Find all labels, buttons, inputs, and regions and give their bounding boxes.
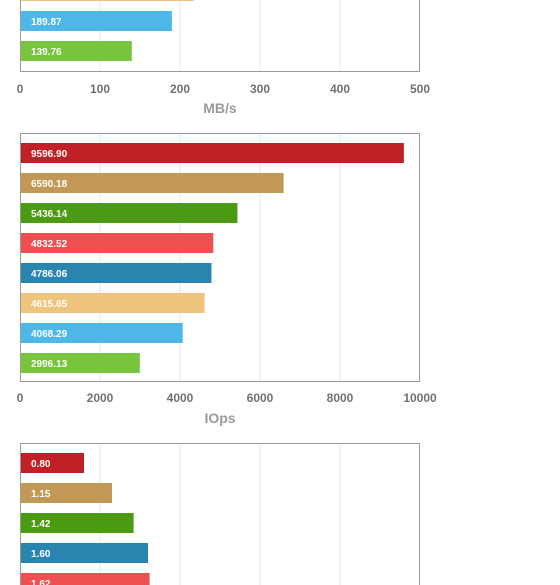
chart-2-bar-label: 5436.14 bbox=[31, 209, 68, 220]
chart-2-bar bbox=[21, 293, 205, 313]
chart-1-tick-label: 200 bbox=[170, 82, 190, 96]
chart-3-bar bbox=[21, 483, 112, 503]
chart-2-bar bbox=[21, 173, 284, 193]
chart-2-bar-label: 2996.13 bbox=[31, 359, 68, 370]
chart-2-tick-label: 0 bbox=[17, 391, 24, 405]
chart-2-bar-label: 6590.18 bbox=[31, 179, 68, 190]
chart-2-tick-label: 10000 bbox=[403, 391, 437, 405]
chart-2-bar bbox=[21, 263, 212, 283]
chart-1-tick-label: 0 bbox=[17, 82, 24, 96]
chart-2-tick-label: 2000 bbox=[87, 391, 114, 405]
chart-2-bar-label: 4786.06 bbox=[31, 269, 68, 280]
chart-3-bar-label: 1.60 bbox=[31, 549, 51, 560]
chart-2-tick-label: 8000 bbox=[327, 391, 354, 405]
chart-2-axis-title: IOps bbox=[204, 410, 235, 426]
chart-1-bar-label: 189.87 bbox=[31, 17, 62, 28]
chart-2-bar bbox=[21, 353, 140, 373]
chart-1-tick-label: 300 bbox=[250, 82, 270, 96]
chart-1-bar bbox=[21, 41, 132, 61]
chart-2-bar-label: 4615.65 bbox=[31, 299, 68, 310]
chart-2-tick-label: 4000 bbox=[167, 391, 194, 405]
chart-2-bar bbox=[21, 233, 214, 253]
chart-3-bar-label: 1.15 bbox=[31, 489, 51, 500]
chart-2-bar-label: 4832.52 bbox=[31, 239, 68, 250]
chart-2-bar bbox=[21, 323, 183, 343]
chart-1-tick-label: 100 bbox=[90, 82, 110, 96]
chart-2-bar-label: 4068.29 bbox=[31, 329, 68, 340]
chart-3-bar bbox=[21, 543, 148, 563]
chart-3-bar bbox=[21, 453, 84, 473]
chart-1-axis-title: MB/s bbox=[203, 100, 237, 116]
chart-3-bar bbox=[21, 573, 150, 585]
chart-1-bar-label: 139.76 bbox=[31, 47, 62, 58]
chart-3-bar-label: 1.62 bbox=[31, 579, 51, 585]
chart-1-tick-label: 500 bbox=[410, 82, 430, 96]
chart-2-bar bbox=[21, 203, 238, 223]
chart-3-bar bbox=[21, 513, 134, 533]
chart-1-bar bbox=[21, 11, 172, 31]
chart-2-tick-label: 6000 bbox=[247, 391, 274, 405]
chart-1-tick-label: 400 bbox=[330, 82, 350, 96]
chart-2-bar bbox=[21, 143, 404, 163]
chart-1-bar bbox=[21, 0, 194, 1]
chart-3-bar-label: 1.42 bbox=[31, 519, 51, 530]
chart-2-bar-label: 9596.90 bbox=[31, 149, 68, 160]
chart-3-bar-label: 0.80 bbox=[31, 459, 51, 470]
